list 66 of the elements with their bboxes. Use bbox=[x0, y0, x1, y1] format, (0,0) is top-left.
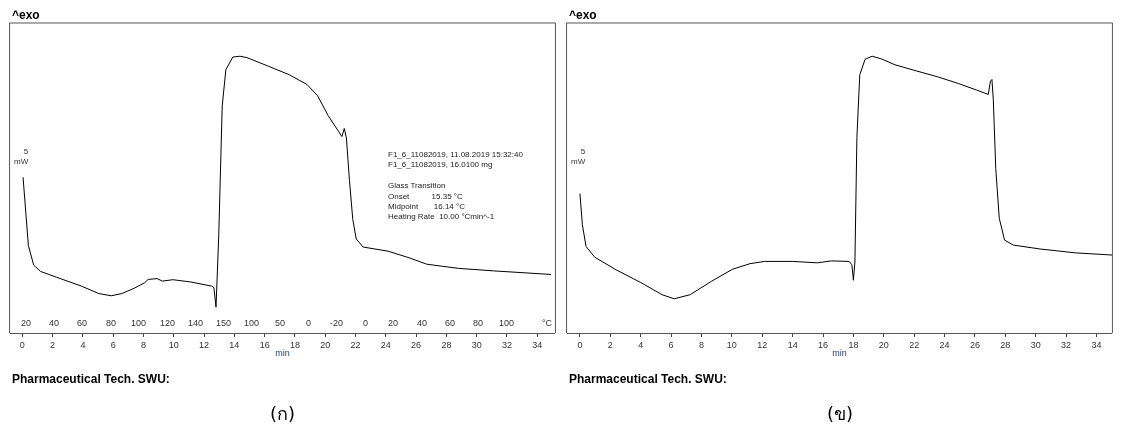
annotation: 80 bbox=[473, 318, 484, 328]
chart-title: ^exo bbox=[569, 8, 597, 22]
x-tick-label: 30 bbox=[1030, 339, 1041, 350]
x-tick-label: 6 bbox=[668, 339, 674, 350]
annotation: 120 bbox=[160, 318, 176, 328]
x-tick-label: 32 bbox=[1061, 339, 1072, 350]
text: F1_6_11082019, 11.08.2019 15:32:40 F1_6_11082019, 16.0100 mg Glass Transition Onset 15.35 °C Midpoint 16.14 °C Heating Rate 10.00 °Cmin^-1 bbox=[388, 150, 523, 222]
annotation: 0 bbox=[363, 318, 369, 328]
x-tick-label: 26 bbox=[411, 339, 422, 350]
x-axis-title: min bbox=[275, 347, 290, 358]
annotation: 5 mW bbox=[14, 147, 29, 167]
annotation: 60 bbox=[77, 318, 88, 328]
x-tick-label: 14 bbox=[229, 339, 240, 350]
x-tick-label: 12 bbox=[199, 339, 210, 350]
text: Pharmaceutical Tech. SWU: bbox=[569, 372, 727, 386]
x-tick-label: 4 bbox=[638, 339, 644, 350]
annotation: 100 bbox=[131, 318, 147, 328]
text: (ข) bbox=[827, 403, 854, 424]
x-tick-label: 8 bbox=[140, 339, 146, 350]
annotation: °C bbox=[542, 318, 553, 328]
x-tick-label: 34 bbox=[1091, 339, 1102, 350]
x-tick-label: 24 bbox=[939, 339, 950, 350]
x-tick-label: 16 bbox=[818, 339, 829, 350]
x-tick-label: 28 bbox=[441, 339, 452, 350]
x-tick-label: 20 bbox=[320, 339, 331, 350]
x-tick-label: 22 bbox=[350, 339, 361, 350]
x-tick-label: 0 bbox=[577, 339, 583, 350]
annotation: -20 bbox=[330, 318, 344, 328]
x-tick-label: 18 bbox=[289, 339, 300, 350]
x-tick-label: 34 bbox=[532, 339, 543, 350]
annotation: 5 mW bbox=[571, 147, 586, 167]
annotation: 40 bbox=[49, 318, 60, 328]
x-tick-label: 0 bbox=[19, 339, 25, 350]
chart-title: ^exo bbox=[12, 8, 40, 22]
x-tick-label: 2 bbox=[607, 339, 613, 350]
x-tick-label: 10 bbox=[168, 339, 179, 350]
text: (ก) bbox=[270, 403, 296, 424]
x-tick-label: 8 bbox=[698, 339, 704, 350]
x-axis-title: min bbox=[832, 347, 847, 358]
annotation: 50 bbox=[275, 318, 286, 328]
x-tick-label: 22 bbox=[909, 339, 920, 350]
x-tick-label: 12 bbox=[757, 339, 768, 350]
x-tick-label: 20 bbox=[878, 339, 889, 350]
x-tick-label: 24 bbox=[380, 339, 391, 350]
x-tick-label: 4 bbox=[80, 339, 86, 350]
annotation: 20 bbox=[388, 318, 399, 328]
annotation: 80 bbox=[106, 318, 117, 328]
text: Pharmaceutical Tech. SWU: bbox=[12, 372, 170, 386]
annotation: 20 bbox=[21, 318, 32, 328]
x-tick-label: 2 bbox=[50, 339, 56, 350]
x-tick-label: 18 bbox=[848, 339, 859, 350]
x-tick-label: 6 bbox=[110, 339, 116, 350]
x-tick-label: 30 bbox=[471, 339, 482, 350]
annotation: 100 bbox=[244, 318, 260, 328]
x-tick-label: 32 bbox=[501, 339, 512, 350]
x-tick-label: 26 bbox=[969, 339, 980, 350]
annotation: 140 bbox=[188, 318, 204, 328]
annotation: 100 bbox=[499, 318, 515, 328]
x-tick-label: 28 bbox=[1000, 339, 1011, 350]
x-tick-label: 14 bbox=[787, 339, 798, 350]
annotation: 0 bbox=[306, 318, 312, 328]
x-tick-label: 16 bbox=[259, 339, 270, 350]
annotation: 40 bbox=[417, 318, 428, 328]
annotation: 60 bbox=[445, 318, 456, 328]
annotation: 150 bbox=[216, 318, 232, 328]
x-tick-label: 10 bbox=[726, 339, 737, 350]
